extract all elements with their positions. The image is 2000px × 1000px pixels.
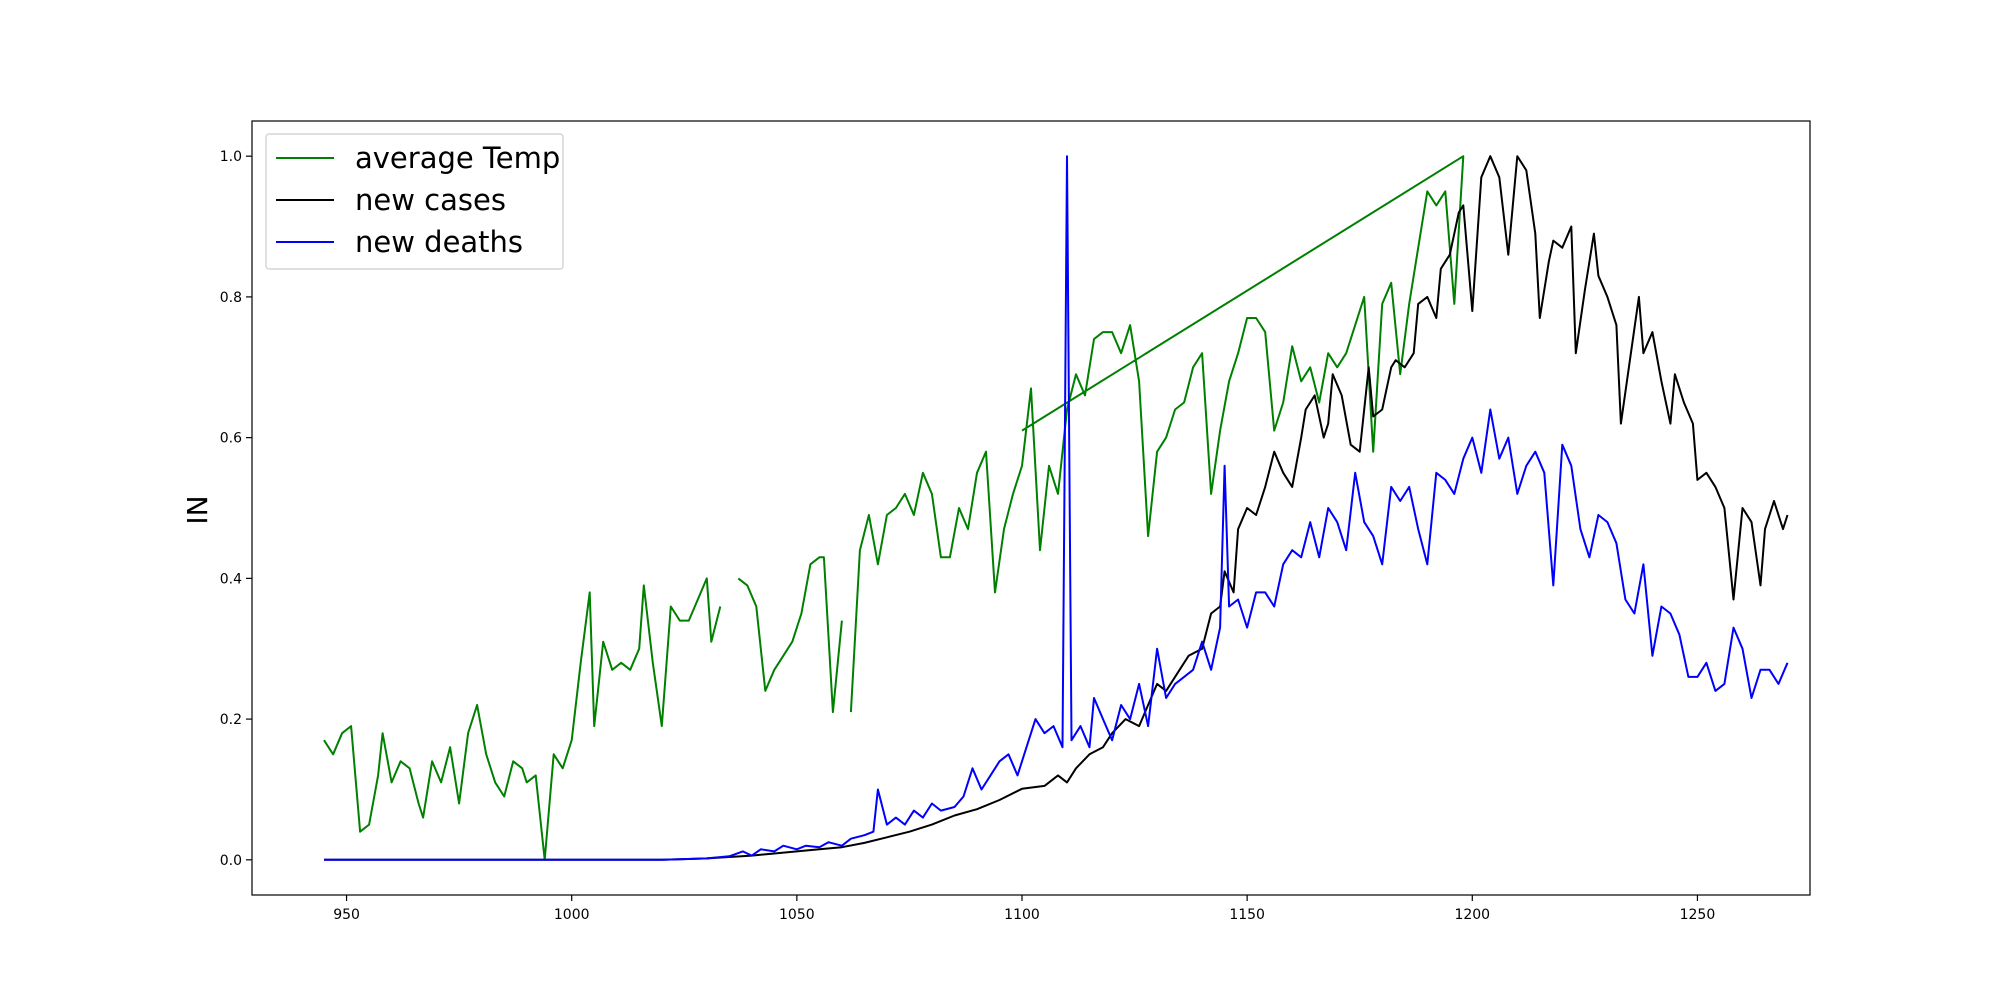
legend-label-average-temp: average Temp — [355, 141, 560, 175]
x-tick-label: 950 — [333, 907, 360, 923]
legend-label-new-deaths: new deaths — [355, 225, 523, 259]
y-tick-label: 0.0 — [220, 853, 242, 869]
plot-area-frame — [251, 120, 1811, 896]
series-line-new-cases — [324, 155, 1789, 861]
legend-label-new-cases: new cases — [355, 183, 506, 217]
x-tick-label: 1150 — [1229, 907, 1265, 923]
y-tick-label: 0.8 — [220, 290, 242, 306]
y-tick-label: 0.4 — [220, 571, 242, 587]
x-tick-label: 1000 — [554, 907, 590, 923]
series-layer — [323, 155, 1789, 861]
legend: average Temp new cases new deaths — [265, 133, 564, 270]
ticks-layer: 950 1000 1050 1100 1150 1200 1250 0.0 0.2 0.4 0.6 0… — [220, 149, 1716, 923]
x-tick-label: 1100 — [1004, 907, 1040, 923]
x-tick-label: 1200 — [1454, 907, 1490, 923]
x-tick-label: 1050 — [779, 907, 815, 923]
y-axis-title: IN — [181, 495, 214, 524]
y-tick-label: 0.6 — [220, 431, 242, 447]
series-line-new-deaths — [324, 155, 1789, 861]
y-tick-label: 0.2 — [220, 712, 242, 728]
legend-box — [265, 133, 564, 270]
x-tick-label: 1250 — [1680, 907, 1716, 923]
y-tick-label: 1.0 — [220, 149, 242, 165]
